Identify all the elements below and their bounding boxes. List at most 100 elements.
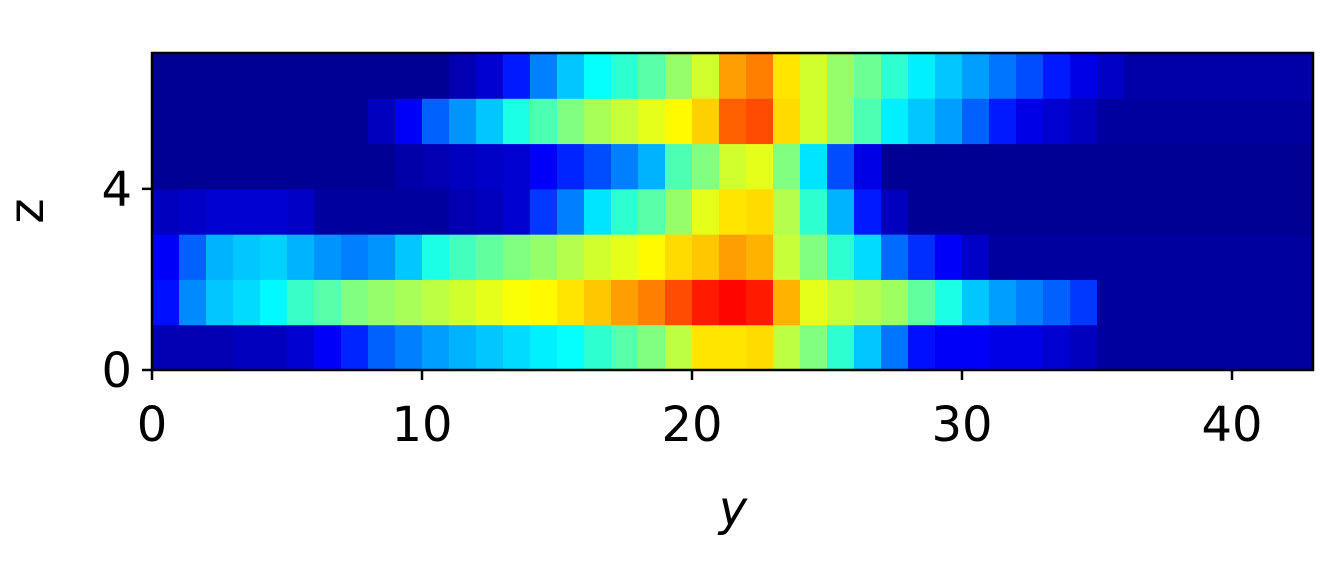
heatmap-cell [1259, 279, 1287, 326]
heatmap-cell [638, 324, 666, 371]
heatmap-cell [611, 188, 639, 235]
heatmap-cell [1178, 279, 1206, 326]
heatmap-cell [422, 234, 450, 280]
heatmap-cell [233, 98, 261, 145]
heatmap-cell [719, 143, 747, 190]
heatmap-cell [584, 98, 612, 145]
heatmap-cell [908, 143, 936, 190]
heatmap-cell [179, 324, 207, 371]
heatmap-cell [1151, 98, 1179, 145]
heatmap-cell [260, 279, 288, 326]
heatmap-cell [773, 53, 801, 99]
heatmap-cell [611, 143, 639, 190]
heatmap-cell [854, 324, 882, 371]
heatmap-cell [1151, 324, 1179, 371]
heatmap-cell [395, 98, 423, 145]
heatmap-cell [341, 143, 369, 190]
y-tick-label: 4 [101, 162, 132, 218]
heatmap-cell [152, 53, 180, 99]
heatmap-cell [1151, 53, 1179, 99]
heatmap-cell [719, 279, 747, 326]
x-tick-label: 0 [137, 397, 168, 453]
heatmap-cell [746, 324, 774, 371]
heatmap-cell [1232, 324, 1260, 371]
heatmap-cell [1259, 324, 1287, 371]
heatmap-cell [584, 234, 612, 280]
heatmap-cell [152, 324, 180, 371]
heatmap-cell [1178, 53, 1206, 99]
heatmap-cell [935, 143, 963, 190]
heatmap-cell [935, 188, 963, 235]
heatmap-cell [179, 234, 207, 280]
heatmap-cell [1232, 143, 1260, 190]
heatmap-cell [557, 53, 585, 99]
heatmap-cell [1178, 234, 1206, 280]
heatmap-cell [881, 279, 909, 326]
heatmap-cell [1178, 98, 1206, 145]
heatmap-cell [611, 324, 639, 371]
plot-frame [150, 51, 1315, 372]
heatmap-cell [503, 53, 531, 99]
heatmap-cell [233, 324, 261, 371]
heatmap-cell [260, 53, 288, 99]
heatmap-cell [1097, 234, 1125, 280]
heatmap-cell [773, 324, 801, 371]
heatmap-cell [665, 234, 693, 280]
heatmap-cell [1232, 234, 1260, 280]
heatmap-cell [935, 234, 963, 280]
heatmap-cell [260, 98, 288, 145]
heatmap-cell [935, 279, 963, 326]
heatmap-cell [179, 143, 207, 190]
heatmap-cell [395, 324, 423, 371]
heatmap-cell [530, 234, 558, 280]
y-axis-label: z [0, 198, 55, 223]
heatmap-cell [1205, 279, 1233, 326]
heatmap-cell [395, 188, 423, 235]
heatmap-cell [827, 188, 855, 235]
heatmap-cell [746, 279, 774, 326]
heatmap-cell [854, 53, 882, 99]
heatmap-cell [692, 279, 720, 326]
heatmap-cell [1232, 188, 1260, 235]
heatmap-cell [773, 279, 801, 326]
heatmap-cell [233, 143, 261, 190]
heatmap-cell [503, 98, 531, 145]
heatmap-cell [962, 98, 990, 145]
heatmap-cell [962, 143, 990, 190]
heatmap-cell [1151, 143, 1179, 190]
heatmap-cell [1016, 53, 1044, 99]
heatmap-cell [503, 279, 531, 326]
heatmap-cell [935, 53, 963, 99]
heatmap-cell [854, 143, 882, 190]
heatmap-cell [1286, 234, 1314, 280]
heatmap-cell [314, 53, 342, 99]
heatmap-cell [476, 188, 504, 235]
heatmap-cell [989, 279, 1017, 326]
heatmap-cell [1259, 98, 1287, 145]
heatmap-cell [800, 53, 828, 99]
heatmap-cell [368, 324, 396, 371]
heatmap-cell [1232, 53, 1260, 99]
heatmap-cell [1151, 234, 1179, 280]
heatmap-cell [341, 53, 369, 99]
heatmap-cell [422, 98, 450, 145]
heatmap-cell [800, 98, 828, 145]
heatmap-cell [1070, 53, 1098, 99]
x-axis-label: y [717, 481, 748, 537]
heatmap-cell [1259, 234, 1287, 280]
heatmap-cell [206, 98, 234, 145]
heatmap-cell [935, 98, 963, 145]
heatmap-cell [692, 234, 720, 280]
heatmap-cell [503, 188, 531, 235]
heatmap-cell [1043, 279, 1071, 326]
heatmap-cell [1124, 279, 1152, 326]
heatmap-cell [206, 324, 234, 371]
heatmap-cell [827, 234, 855, 280]
x-tick-label: 20 [661, 397, 722, 453]
heatmap-cell [1124, 234, 1152, 280]
heatmap-cell [314, 98, 342, 145]
heatmap-cell [368, 279, 396, 326]
heatmap-cell [1259, 188, 1287, 235]
heatmap-cell [287, 143, 315, 190]
heatmap-cell [557, 188, 585, 235]
